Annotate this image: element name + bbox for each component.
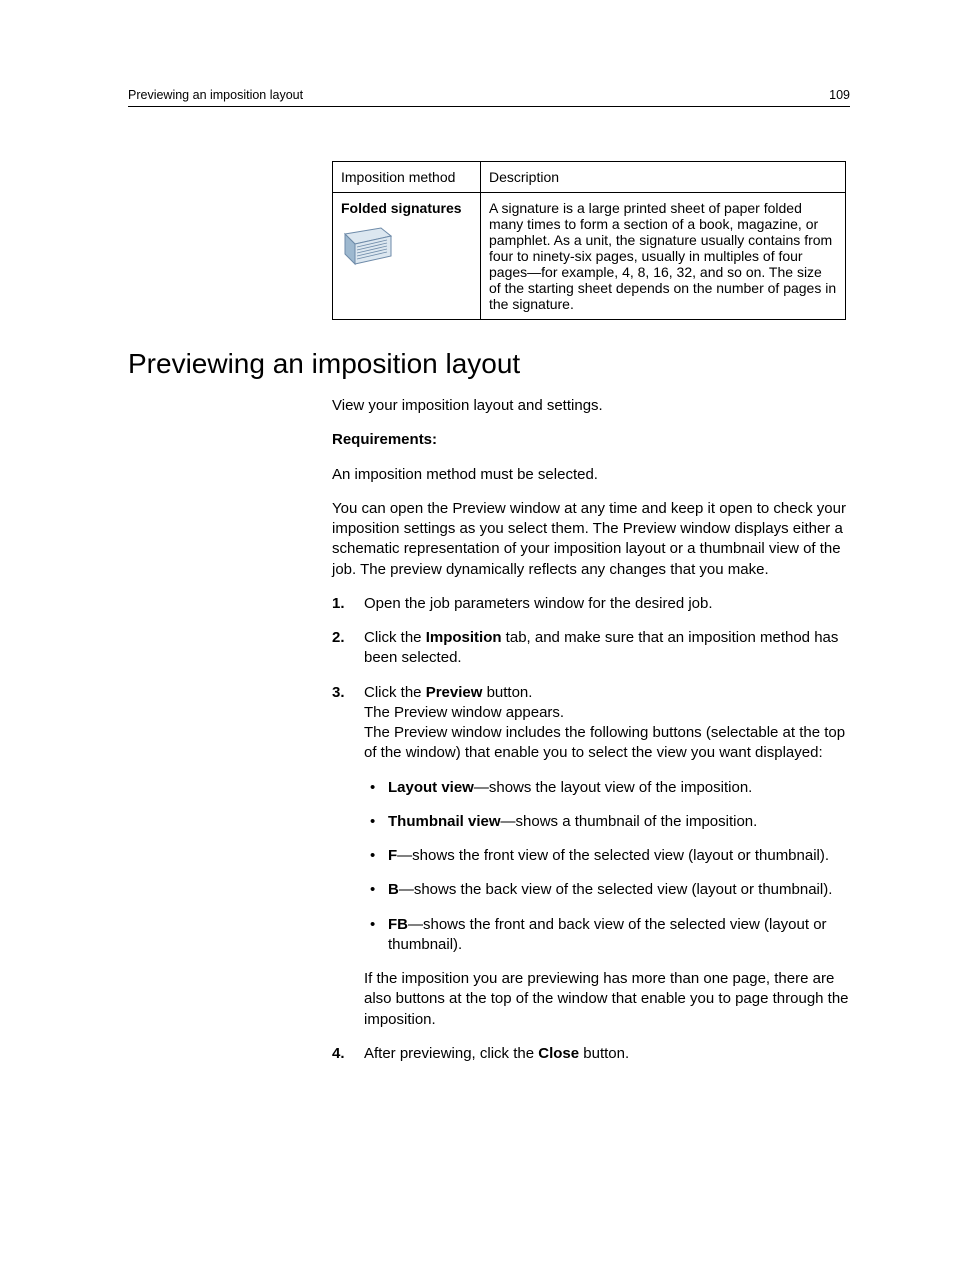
step-2-a: Click the [364,629,426,646]
section-heading: Previewing an imposition layout [128,348,850,380]
fb-rest: —shows the front and back view of the se… [388,916,827,953]
header-title: Previewing an imposition layout [128,88,303,102]
step-4-a: After previewing, click the [364,1045,538,1062]
imposition-bold: Imposition [426,629,502,646]
step-1-text: Open the job parameters window for the d… [364,595,713,612]
intro-text: View your imposition layout and settings… [332,396,850,416]
thumbnail-view-rest: —shows a thumbnail of the imposition. [501,813,758,830]
f-rest: —shows the front view of the selected vi… [397,847,829,864]
page-header: Previewing an imposition layout 109 [128,88,850,107]
close-bold: Close [538,1045,579,1062]
step-4: After previewing, click the Close button… [332,1044,850,1064]
layout-view-bold: Layout view [388,779,474,796]
folded-signatures-label: Folded signatures [341,200,462,216]
folded-signatures-icon [341,224,472,271]
imposition-table: Imposition method Description Folded sig… [332,161,846,320]
bullet-layout-view: Layout view—shows the layout view of the… [364,778,850,798]
step-3-b: button. [482,684,532,701]
step-3-line2: The Preview window appears. [364,703,850,723]
steps-list: Open the job parameters window for the d… [332,594,850,1064]
step-3: Click the Preview button. The Preview wi… [332,683,850,1030]
step-3-a: Click the [364,684,426,701]
preview-bold: Preview [426,684,483,701]
content-body: View your imposition layout and settings… [332,396,850,1064]
page-container: Previewing an imposition layout 109 Impo… [0,0,954,1064]
b-bold: B [388,881,399,898]
requirements-text: An imposition method must be selected. [332,465,850,485]
bullet-f-view: F—shows the front view of the selected v… [364,846,850,866]
cell-description: A signature is a large printed sheet of … [481,193,846,320]
layout-view-rest: —shows the layout view of the imposition… [474,779,752,796]
f-bold: F [388,847,397,864]
view-options-list: Layout view—shows the layout view of the… [364,778,850,956]
table-header-row: Imposition method Description [333,162,846,193]
b-rest: —shows the back view of the selected vie… [399,881,833,898]
thumbnail-view-bold: Thumbnail view [388,813,501,830]
step-4-b: button. [579,1045,629,1062]
step-1: Open the job parameters window for the d… [332,594,850,614]
body-paragraph: You can open the Preview window at any t… [332,499,850,580]
col-description: Description [481,162,846,193]
requirements-label: Requirements: [332,430,850,450]
fb-bold: FB [388,916,408,933]
col-method: Imposition method [333,162,481,193]
table-row: Folded signatures [333,193,846,320]
cell-method: Folded signatures [333,193,481,320]
step-3-after: If the imposition you are previewing has… [364,969,850,1030]
step-3-line3: The Preview window includes the followin… [364,723,850,764]
bullet-fb-view: FB—shows the front and back view of the … [364,915,850,956]
step-2: Click the Imposition tab, and make sure … [332,628,850,669]
bullet-b-view: B—shows the back view of the selected vi… [364,880,850,900]
page-number: 109 [829,88,850,102]
bullet-thumbnail-view: Thumbnail view—shows a thumbnail of the … [364,812,850,832]
